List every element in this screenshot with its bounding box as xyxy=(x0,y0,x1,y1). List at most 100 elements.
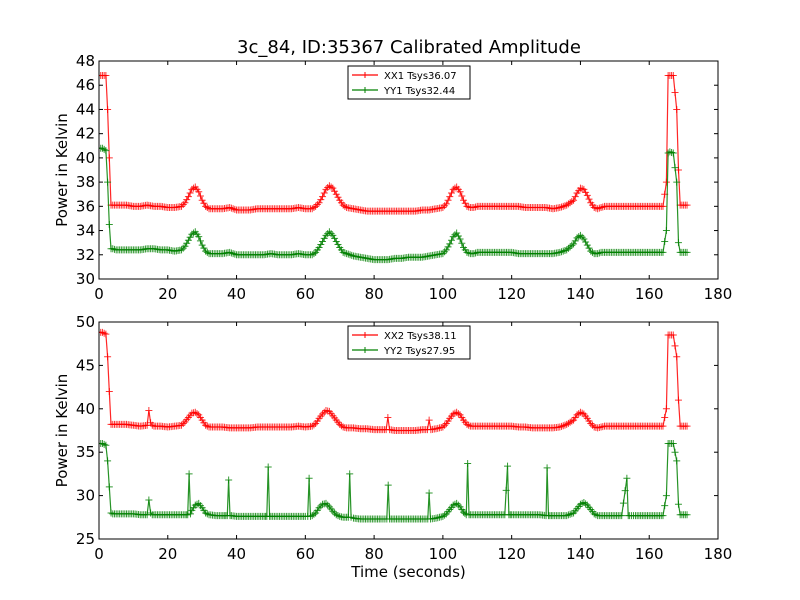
data-point xyxy=(441,248,449,256)
data-point xyxy=(561,202,569,210)
x-tick-label: 180 xyxy=(704,285,733,303)
data-point xyxy=(425,489,433,497)
data-point xyxy=(310,204,318,212)
data-point xyxy=(183,239,191,247)
y-axis-label: Power in Kelvin xyxy=(53,113,71,227)
data-point xyxy=(148,421,156,429)
y-tick-label: 40 xyxy=(76,400,95,418)
data-point xyxy=(470,204,478,212)
axes-frame xyxy=(98,60,719,280)
legend-marker xyxy=(362,87,368,93)
data-point xyxy=(200,244,208,252)
data-point xyxy=(683,511,691,519)
y-tick-label: 40 xyxy=(76,149,95,167)
x-tick-label: 160 xyxy=(635,545,664,563)
y-tick-label: 30 xyxy=(76,270,95,288)
series-markers xyxy=(99,144,691,264)
data-point xyxy=(145,496,153,504)
data-point xyxy=(200,199,208,207)
y-tick-label: 30 xyxy=(76,487,95,505)
data-point xyxy=(451,231,459,239)
x-tick-label: 80 xyxy=(365,285,384,303)
data-point xyxy=(441,202,449,210)
data-point xyxy=(659,422,667,430)
data-point xyxy=(425,416,433,424)
x-tick-label: 100 xyxy=(429,285,458,303)
data-point xyxy=(662,178,670,186)
data-point xyxy=(344,250,352,258)
data-point xyxy=(110,245,118,253)
y-tick-label: 48 xyxy=(76,52,95,70)
data-point xyxy=(231,250,239,258)
data-point xyxy=(559,247,567,255)
data-point xyxy=(575,233,583,241)
series-1 xyxy=(99,328,691,434)
data-point xyxy=(327,230,335,238)
legend-marker xyxy=(362,72,368,78)
data-point xyxy=(310,510,318,518)
x-tick-label: 40 xyxy=(227,285,246,303)
data-point xyxy=(576,231,584,239)
data-point xyxy=(570,196,578,204)
data-point xyxy=(590,510,598,518)
y-tick-label: 35 xyxy=(76,443,95,461)
x-tick-label: 80 xyxy=(365,545,384,563)
y-axis-label: Power in Kelvin xyxy=(53,374,71,488)
data-point xyxy=(322,185,330,193)
data-point xyxy=(104,457,112,465)
data-point xyxy=(556,248,564,256)
data-point xyxy=(568,241,576,249)
data-point xyxy=(666,148,674,156)
data-point xyxy=(190,184,198,192)
data-point xyxy=(184,193,192,201)
data-point xyxy=(331,187,339,195)
data-point xyxy=(203,422,211,430)
data-point xyxy=(673,178,681,186)
data-point xyxy=(661,502,669,510)
data-point xyxy=(669,72,677,80)
data-point xyxy=(566,510,574,518)
data-point xyxy=(504,462,512,470)
data-point xyxy=(196,237,204,245)
x-tick-label: 60 xyxy=(296,285,315,303)
data-point xyxy=(563,512,571,520)
data-point xyxy=(319,193,327,201)
legend: XX1 Tsys36.07 YY1 Tsys32.44 xyxy=(347,65,471,100)
y-tick-label: 42 xyxy=(76,125,95,143)
data-point xyxy=(568,417,576,425)
data-point xyxy=(585,244,593,252)
data-point xyxy=(671,448,679,456)
data-point xyxy=(348,251,356,259)
data-point xyxy=(585,195,593,203)
data-point xyxy=(322,231,330,239)
data-point xyxy=(186,233,194,241)
data-point xyxy=(592,511,600,519)
data-point xyxy=(225,476,233,484)
data-point xyxy=(669,440,677,448)
data-point xyxy=(662,227,670,235)
legend-box xyxy=(347,325,471,360)
data-point xyxy=(674,396,682,404)
data-point xyxy=(447,236,455,244)
data-point xyxy=(105,154,113,162)
data-point xyxy=(558,203,566,211)
data-point xyxy=(341,202,349,210)
data-point xyxy=(580,185,588,193)
data-point xyxy=(229,205,237,213)
chart-panel-2: 0 20 40 60 80 100 120 140 160 180 25 30 35 40 45 50 Powe… xyxy=(53,313,732,581)
data-point xyxy=(179,201,187,209)
data-point xyxy=(334,512,342,520)
data-point xyxy=(203,510,211,518)
data-point xyxy=(100,145,108,153)
data-point xyxy=(683,422,691,430)
x-tick-label: 160 xyxy=(635,285,664,303)
data-point xyxy=(317,196,325,204)
data-point xyxy=(102,441,110,449)
x-tick-label: 40 xyxy=(227,545,246,563)
data-point xyxy=(454,232,462,240)
data-point xyxy=(226,248,234,256)
data-point xyxy=(198,196,206,204)
data-point xyxy=(576,408,584,416)
data-point xyxy=(564,244,572,252)
data-point xyxy=(310,421,318,429)
